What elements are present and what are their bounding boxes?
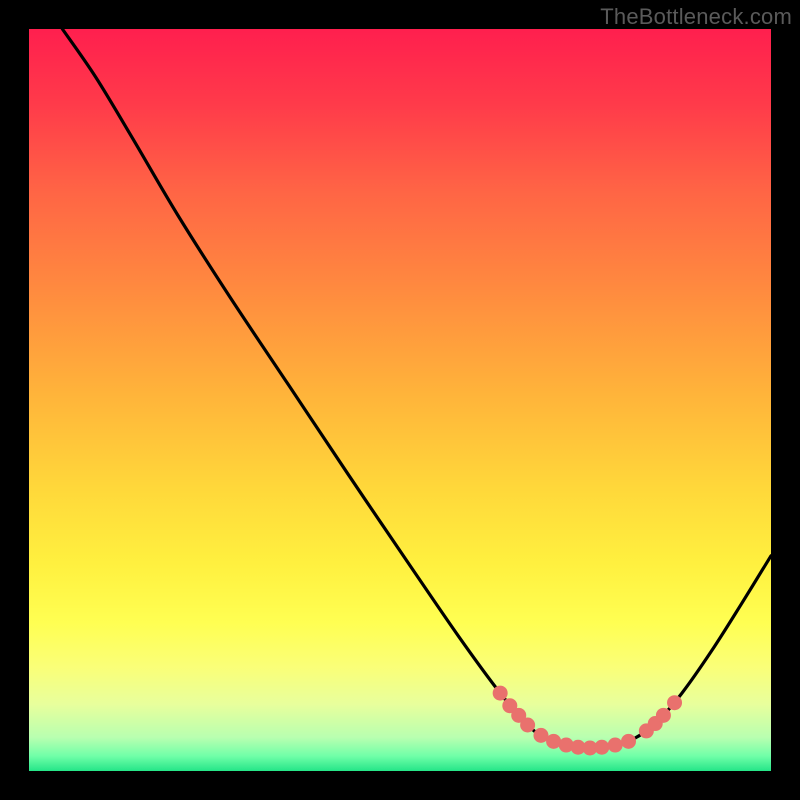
marker-dot (546, 734, 561, 749)
marker-dot (667, 695, 682, 710)
marker-dot (594, 740, 609, 755)
marker-dot (520, 717, 535, 732)
gradient-background (29, 29, 771, 771)
watermark-label: TheBottleneck.com (600, 4, 792, 30)
marker-dot (621, 734, 636, 749)
marker-dot (608, 738, 623, 753)
marker-dot (656, 708, 671, 723)
marker-dot (493, 686, 508, 701)
chart-container: TheBottleneck.com (0, 0, 800, 800)
bottleneck-chart (0, 0, 800, 800)
